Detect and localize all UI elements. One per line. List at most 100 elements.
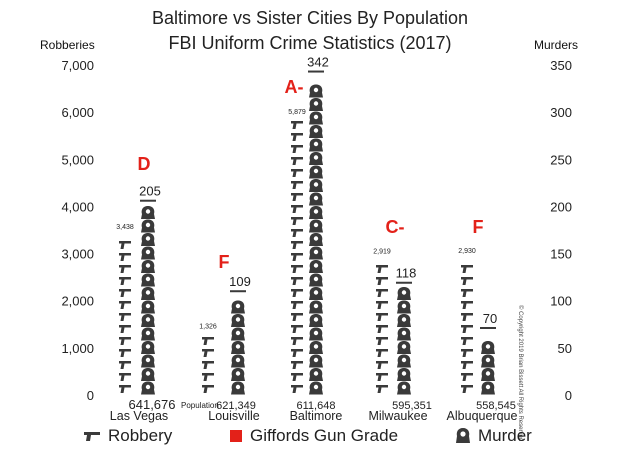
gun-icon — [291, 133, 303, 141]
grim-reaper-face — [235, 303, 241, 309]
x-axis-category-label: Louisville — [208, 409, 259, 423]
robbery-bar — [119, 241, 131, 393]
legend-item-robbery: Robbery — [82, 426, 172, 446]
population-value: 558,545 — [476, 400, 516, 412]
grim-reaper-face — [145, 276, 151, 282]
gun-icon — [461, 265, 473, 273]
right-axis-title: Murders — [534, 38, 579, 52]
grim-reaper-face — [313, 182, 319, 187]
grim-reaper-face — [313, 344, 319, 349]
gifford-grade-label: A- — [285, 77, 304, 97]
population-value: 611,648 — [297, 400, 336, 412]
grim-reaper-face — [485, 384, 491, 390]
grim-reaper-face — [313, 222, 319, 228]
grim-reaper-face — [313, 195, 319, 201]
gun-icon — [376, 301, 388, 309]
grim-reaper-face — [235, 357, 241, 363]
gun-icon — [291, 157, 303, 165]
grim-reaper-face — [313, 101, 319, 106]
gun-icon — [291, 373, 303, 381]
grim-reaper-face — [401, 344, 407, 349]
grim-reaper-face — [401, 357, 407, 363]
gun-icon — [376, 385, 388, 393]
population-caption: Population — [181, 401, 219, 410]
grim-reaper-face — [313, 317, 319, 322]
gun-icon — [291, 349, 303, 357]
robbery-value-label: 3,438 — [116, 224, 134, 231]
murder-bar-top — [308, 70, 324, 73]
grim-reaper-face — [145, 222, 151, 228]
chart-title-line-1: Baltimore vs Sister Cities By Population — [151, 8, 469, 28]
gun-icon — [291, 241, 303, 249]
gun-icon — [461, 325, 473, 333]
right-axis-tick-label: 50 — [558, 341, 572, 356]
gun-icon — [202, 373, 214, 381]
gun-icon — [461, 349, 473, 357]
gun-icon — [291, 217, 303, 225]
grim-reaper-face — [401, 371, 407, 376]
x-axis-category-label: Albuquerque — [447, 409, 518, 423]
gun-icon — [119, 301, 131, 309]
population-value: 595,351 — [392, 400, 432, 412]
murder-value-label: 205 — [139, 184, 161, 199]
grim-reaper-face — [145, 249, 151, 255]
gun-icon — [461, 361, 473, 369]
left-axis-tick-label: 1,000 — [61, 341, 94, 356]
gun-icon — [376, 337, 388, 345]
grim-reaper-face — [145, 209, 151, 214]
gun-icon — [461, 277, 473, 285]
gun-icon — [291, 313, 303, 321]
gun-icon — [202, 385, 214, 393]
grim-reaper-face — [145, 290, 151, 295]
gun-icon — [119, 253, 131, 261]
gun-icon — [461, 337, 473, 345]
gun-icon — [119, 265, 131, 273]
murder-bar — [308, 70, 324, 395]
grim-reaper-face — [145, 303, 151, 309]
murder-value-label: 118 — [396, 266, 417, 281]
grim-reaper-face — [313, 141, 319, 147]
gun-icon — [291, 181, 303, 189]
gun-icon — [119, 289, 131, 297]
grim-reaper-face — [313, 371, 319, 376]
grim-reaper-face — [313, 303, 319, 309]
grim-reaper-face — [313, 290, 319, 295]
gun-icon — [376, 265, 388, 273]
grim-reaper-face — [313, 236, 319, 241]
gun-icon — [291, 169, 303, 177]
population-value: 621,349 — [216, 400, 256, 412]
copyright-notice: © Copyright 2019 Brian Bissett All Right… — [517, 305, 523, 442]
robbery-bar — [461, 265, 473, 393]
chart-title-line-2: FBI Uniform Crime Statistics (2017) — [168, 33, 452, 53]
chart-legend: Robbery Giffords Gun Grade Murder — [0, 426, 620, 450]
grim-reaper-face — [313, 330, 319, 336]
grim-reaper-face — [313, 357, 319, 363]
gun-icon — [376, 373, 388, 381]
gun-icon — [119, 337, 131, 345]
robbery-value-label: 5,879 — [288, 109, 306, 116]
gun-icon — [291, 337, 303, 345]
grim-reaper-face — [485, 357, 491, 363]
right-axis-tick-label: 350 — [550, 58, 572, 73]
grim-reaper-face — [235, 330, 241, 336]
right-axis-tick-label: 300 — [550, 105, 572, 120]
gun-icon — [461, 301, 473, 309]
gun-icon — [291, 289, 303, 297]
gun-icon — [291, 145, 303, 153]
gun-icon — [461, 289, 473, 297]
right-axis-tick-label: 250 — [550, 152, 572, 167]
gifford-grade-label: F — [219, 252, 230, 272]
legend-label-murder: Murder — [478, 426, 532, 445]
grim-reaper-face — [313, 114, 319, 120]
robbery-bar — [376, 265, 388, 393]
gun-icon — [119, 385, 131, 393]
grim-reaper-face — [145, 357, 151, 363]
grim-reaper-face — [313, 87, 319, 93]
gun-icon — [461, 385, 473, 393]
robbery-value-label: 2,919 — [373, 248, 391, 255]
red-square-icon — [230, 430, 242, 442]
grim-reaper-face — [235, 317, 241, 322]
grim-reaper-face — [313, 384, 319, 390]
grim-reaper-face — [485, 371, 491, 376]
